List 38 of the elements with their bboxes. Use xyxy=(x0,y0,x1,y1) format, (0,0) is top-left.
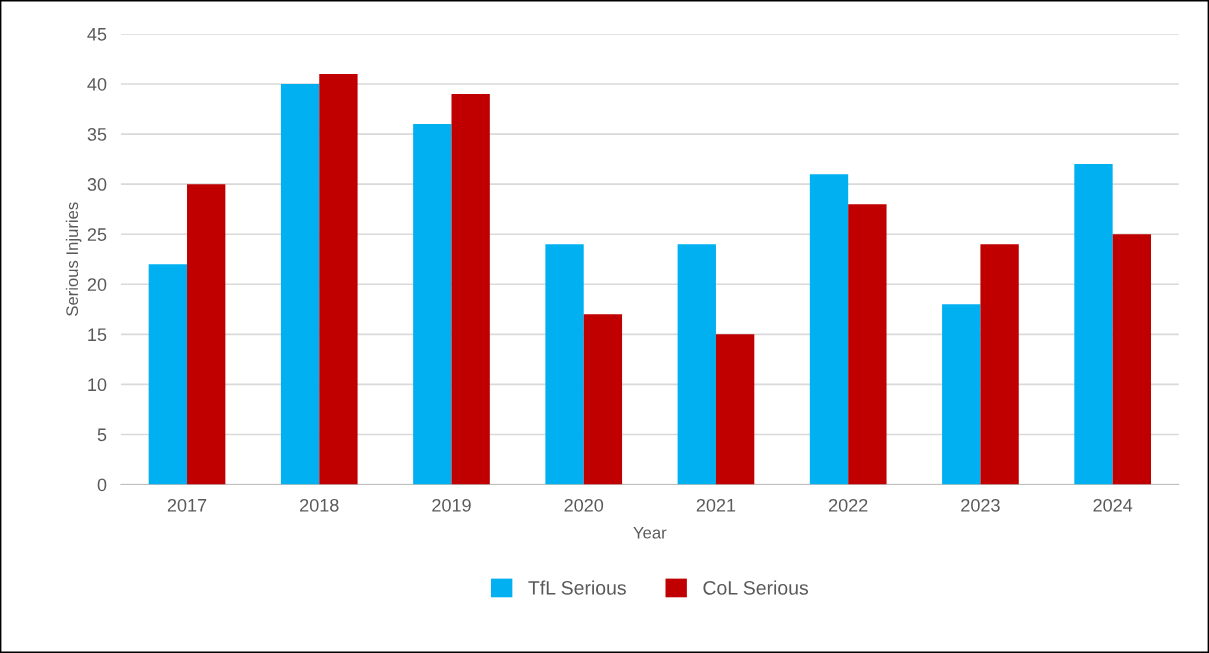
bar xyxy=(1112,234,1152,485)
bar xyxy=(187,184,226,485)
bar xyxy=(545,244,584,485)
x-tick-label: 2024 xyxy=(1093,498,1133,512)
legend-label: CoL Serious xyxy=(703,580,809,595)
y-tick-label: 20 xyxy=(87,278,107,291)
y-axis-title: Serious Injuries xyxy=(65,202,82,316)
bar xyxy=(980,244,1019,485)
x-tick-label: 2023 xyxy=(961,498,1000,512)
bar xyxy=(583,314,623,485)
bar xyxy=(451,94,490,485)
x-tick-label: 2022 xyxy=(829,498,868,512)
bar xyxy=(280,84,320,485)
bar xyxy=(1074,164,1113,485)
bar xyxy=(715,334,755,485)
x-tick-label: 2017 xyxy=(167,498,207,512)
y-tick-label: 40 xyxy=(87,77,107,91)
y-tick-label: 45 xyxy=(87,28,107,41)
y-tick-label: 30 xyxy=(87,178,107,191)
x-tick-label: 2020 xyxy=(564,498,604,512)
y-tick-label: 25 xyxy=(87,228,107,241)
bar xyxy=(942,304,981,485)
bar xyxy=(319,74,358,485)
y-tick-label: 10 xyxy=(88,378,107,392)
bar xyxy=(809,174,849,485)
bar xyxy=(677,244,716,485)
x-axis-title: Year xyxy=(633,526,667,539)
bar xyxy=(148,264,188,485)
y-tick-label: 0 xyxy=(97,478,107,492)
x-tick-label: 2019 xyxy=(432,498,471,512)
x-tick-label: 2018 xyxy=(300,498,339,512)
x-tick-label: 2021 xyxy=(696,498,736,512)
y-tick-label: 5 xyxy=(97,428,107,442)
bar xyxy=(848,204,887,485)
y-tick-label: 35 xyxy=(87,128,107,141)
y-tick-label: 15 xyxy=(88,328,107,342)
legend-label: TfL Serious xyxy=(528,580,626,595)
bar xyxy=(413,124,452,485)
